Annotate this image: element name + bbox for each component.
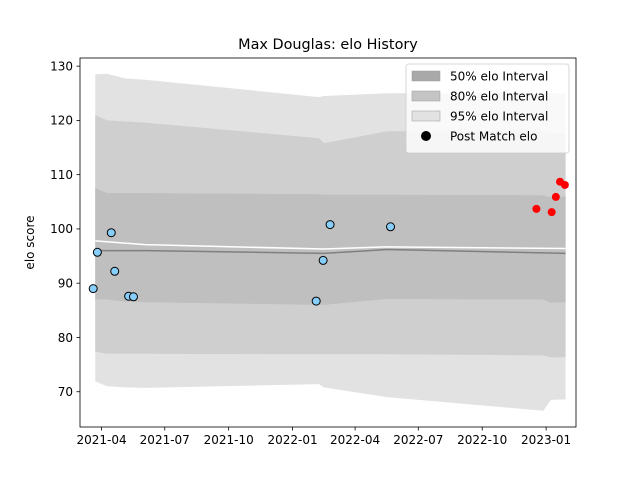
x-tick-label-6: 2022-10 <box>457 433 507 447</box>
mean-line <box>95 248 566 255</box>
x-tick-label-3: 2022-01 <box>268 433 318 447</box>
median-line <box>95 240 566 250</box>
y-tick-label-5: 120 <box>50 114 73 128</box>
data-point-0-8 <box>325 220 335 230</box>
data-point-0-5 <box>128 292 138 302</box>
legend-label-3: Post Match elo <box>450 129 537 143</box>
data-point-0-6 <box>311 296 321 306</box>
legend-label-2: 95% elo Interval <box>450 109 548 123</box>
center-lines <box>95 240 566 255</box>
x-tick-label-1: 2021-07 <box>140 433 190 447</box>
y-tick-label-4: 110 <box>50 168 73 182</box>
x-tick-label-5: 2022-07 <box>393 433 443 447</box>
x-tick-label-0: 2021-04 <box>76 433 126 447</box>
legend-label-0: 50% elo Interval <box>450 69 548 83</box>
legend-swatch-0 <box>411 70 441 82</box>
data-point-0-0 <box>88 284 98 294</box>
y-tick-label-3: 100 <box>50 222 73 236</box>
data-point-1-2 <box>551 192 560 201</box>
plot-frame <box>79 57 577 428</box>
legend-frame <box>405 63 570 154</box>
legend-swatch-1 <box>411 90 441 102</box>
data-point-0-1 <box>92 247 102 257</box>
data-point-0-9 <box>386 222 396 232</box>
interval-bands <box>95 73 566 411</box>
legend-marker-3 <box>421 131 431 141</box>
data-point-0-3 <box>110 266 120 276</box>
interval-band-2 <box>95 188 566 305</box>
x-tick-label-4: 2022-04 <box>330 433 380 447</box>
data-point-0-2 <box>106 228 116 238</box>
x-tick-label-7: 2023-01 <box>521 433 571 447</box>
data-point-1-4 <box>560 180 569 189</box>
legend: 50% elo Interval 80% elo Interval 95% elo … <box>405 63 570 154</box>
chart-title: Max Douglas: elo History <box>238 37 418 53</box>
x-tick-label-2: 2021-10 <box>204 433 254 447</box>
y-axis-label: elo score <box>23 215 37 269</box>
y-tick-label-0: 70 <box>58 385 73 399</box>
y-tick-label-1: 80 <box>58 331 73 345</box>
y-tick-label-6: 130 <box>50 59 73 73</box>
y-axis-ticks: 70 80 90 100 110 120 130 <box>50 59 80 399</box>
legend-swatch-2 <box>411 110 441 122</box>
data-points <box>88 177 569 306</box>
x-axis-ticks: 2021-04 2021-07 2021-10 2022-01 2022-04 2022-… <box>76 427 571 447</box>
y-tick-label-2: 90 <box>58 276 73 290</box>
data-point-0-7 <box>318 255 328 265</box>
data-point-1-0 <box>532 204 541 213</box>
data-point-1-1 <box>547 208 556 217</box>
legend-label-1: 80% elo Interval <box>450 89 548 103</box>
